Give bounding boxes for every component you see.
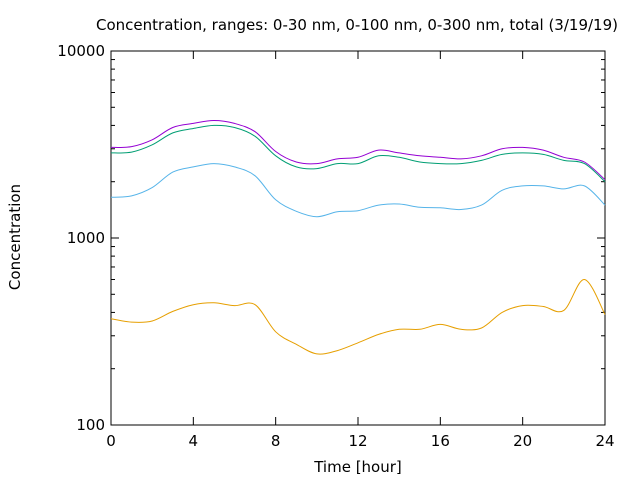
y-axis-ticks: 100 1000 10000 <box>57 42 605 434</box>
y-tick-label: 100 <box>76 416 105 434</box>
x-tick-label: 24 <box>595 432 614 450</box>
x-tick-label: 16 <box>431 432 450 450</box>
chart-title: Concentration, ranges: 0-30 nm, 0-100 nm… <box>96 16 618 34</box>
x-axis-label: Time [hour] <box>313 458 402 476</box>
y-tick-label: 10000 <box>57 42 105 60</box>
series-group <box>110 119 606 355</box>
series-line-3 <box>110 124 606 183</box>
x-tick-label: 12 <box>348 432 367 450</box>
series-line-4 <box>110 119 606 181</box>
x-tick-label: 4 <box>189 432 199 450</box>
x-tick-label: 8 <box>271 432 281 450</box>
y-tick-label: 1000 <box>67 229 105 247</box>
x-axis-ticks: 0 4 8 12 16 20 24 <box>106 51 615 450</box>
y-axis-label: Concentration <box>6 184 24 290</box>
plot-border <box>110 50 606 426</box>
plot-frame <box>110 50 606 426</box>
series-line-2 <box>110 163 606 218</box>
series-line-1 <box>110 279 606 355</box>
x-tick-label: 20 <box>513 432 532 450</box>
x-tick-label: 0 <box>106 432 116 450</box>
